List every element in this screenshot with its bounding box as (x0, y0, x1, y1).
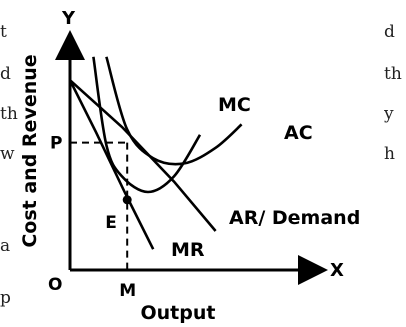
output-quantity-label: M (119, 281, 136, 301)
price-label: P (50, 134, 62, 154)
series-label-mr: MR (171, 239, 205, 261)
curve-mc (93, 57, 200, 192)
curves-group (70, 57, 242, 249)
x-axis-letter: X (330, 260, 344, 281)
equilibrium-point-label: E (105, 213, 117, 233)
curve-labels-group: MC AC AR/ Demand MR (171, 94, 360, 261)
origin-label: O (48, 275, 62, 295)
y-axis-letter: Y (61, 8, 76, 29)
y-axis-label: Cost and Revenue (19, 54, 41, 247)
series-label-ac: AC (284, 122, 313, 144)
guides-group: P M E (50, 134, 136, 301)
curve-ar-demand (70, 80, 216, 231)
series-label-ar-demand: AR/ Demand (229, 207, 360, 229)
equilibrium-point (123, 195, 132, 204)
series-label-mc: MC (218, 94, 251, 116)
x-axis-label: Output (141, 302, 216, 324)
